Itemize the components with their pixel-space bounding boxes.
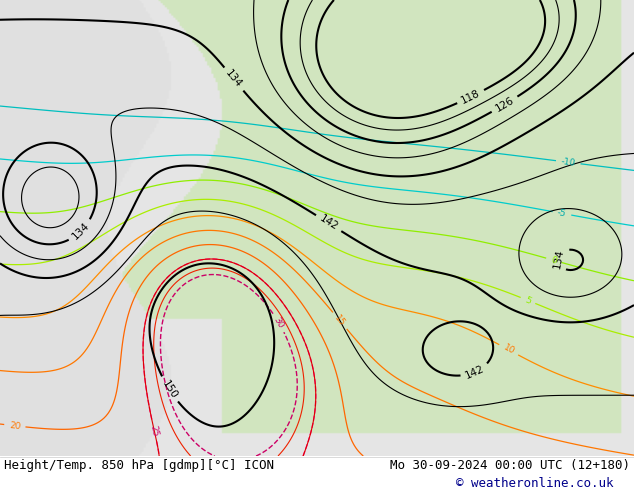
Text: 134: 134 (224, 68, 244, 90)
Text: 134: 134 (552, 247, 565, 269)
Text: 20: 20 (9, 420, 21, 431)
Text: 30: 30 (272, 316, 285, 330)
Text: -5: -5 (557, 208, 567, 219)
Text: 5: 5 (524, 295, 533, 306)
Text: 150: 150 (160, 378, 179, 400)
Text: 126: 126 (493, 95, 515, 114)
Text: 15: 15 (333, 314, 347, 328)
Text: 134: 134 (70, 220, 91, 242)
Text: 118: 118 (460, 88, 482, 106)
Text: 142: 142 (318, 214, 340, 233)
Text: 0: 0 (550, 255, 558, 266)
Text: 25: 25 (149, 424, 160, 438)
Text: -10: -10 (560, 157, 576, 168)
Text: © weatheronline.co.uk: © weatheronline.co.uk (456, 477, 614, 490)
Text: 142: 142 (464, 364, 486, 381)
Text: 10: 10 (501, 343, 516, 357)
Text: Height/Temp. 850 hPa [gdmp][°C] ICON: Height/Temp. 850 hPa [gdmp][°C] ICON (4, 459, 274, 472)
Text: Mo 30-09-2024 00:00 UTC (12+180): Mo 30-09-2024 00:00 UTC (12+180) (390, 459, 630, 472)
